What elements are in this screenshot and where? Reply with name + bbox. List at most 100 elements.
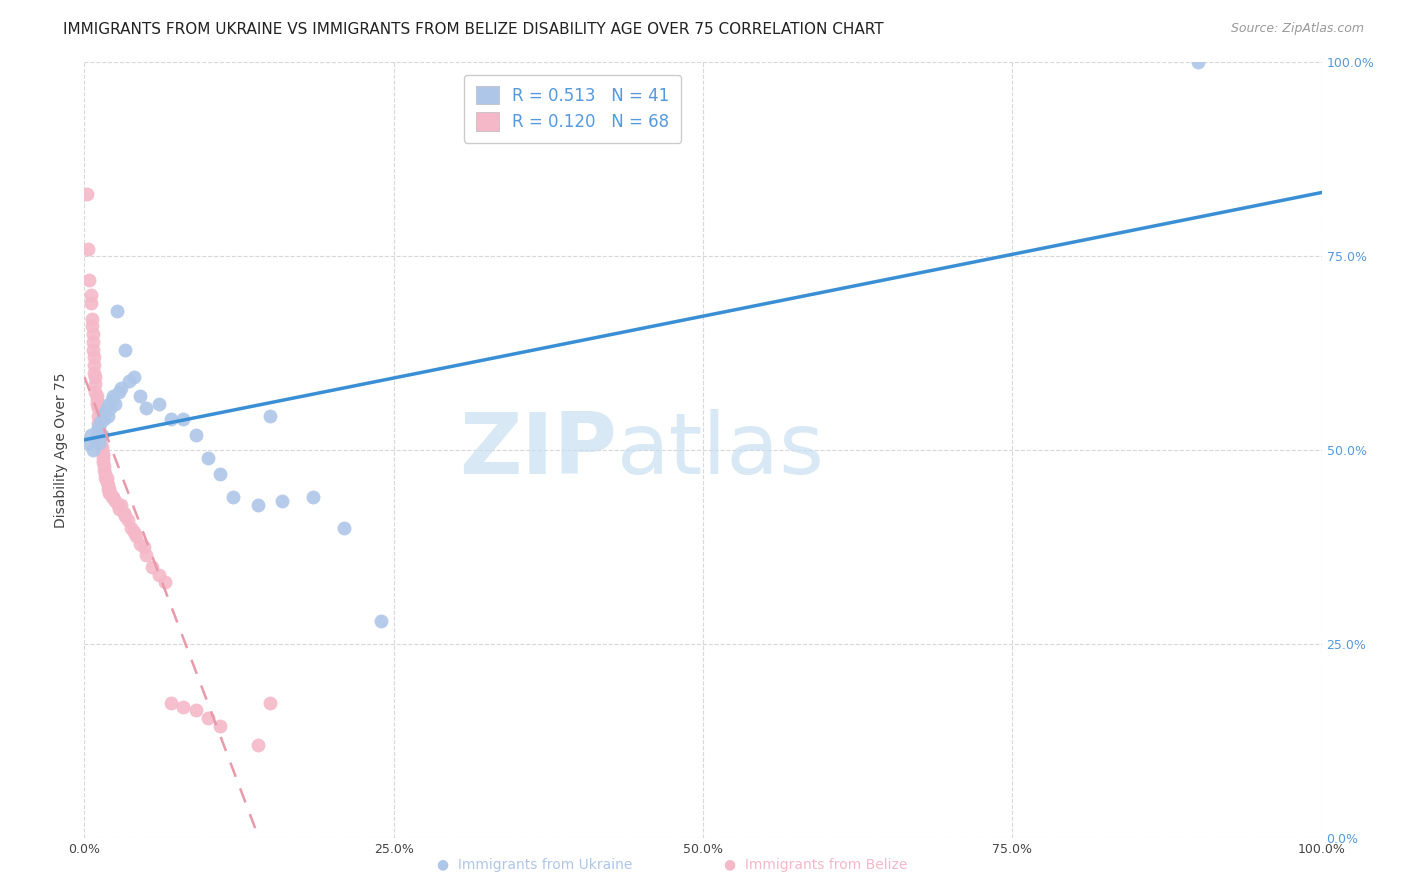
Point	[120, 521, 142, 535]
Point	[87, 420, 110, 434]
Point	[122, 524, 145, 539]
Point	[80, 311, 103, 326]
Point	[98, 397, 121, 411]
Point	[86, 389, 108, 403]
Point	[79, 428, 101, 442]
Point	[271, 494, 294, 508]
Point	[110, 498, 132, 512]
Point	[125, 529, 148, 543]
Point	[160, 412, 183, 426]
Point	[112, 506, 135, 520]
Point	[90, 428, 112, 442]
Point	[148, 567, 170, 582]
Point	[118, 374, 141, 388]
Point	[87, 417, 110, 431]
Point	[84, 369, 107, 384]
Point	[83, 366, 105, 380]
Point	[80, 319, 103, 334]
Point	[135, 548, 157, 562]
Point	[122, 369, 145, 384]
Point	[77, 435, 100, 450]
Point	[87, 401, 110, 415]
Point	[184, 428, 207, 442]
Point	[148, 397, 170, 411]
Point	[302, 490, 325, 504]
Point	[79, 296, 101, 310]
Point	[259, 696, 281, 710]
Point	[153, 575, 176, 590]
Point	[96, 475, 118, 489]
Text: IMMIGRANTS FROM UKRAINE VS IMMIGRANTS FROM BELIZE DISABILITY AGE OVER 75 CORRELA: IMMIGRANTS FROM UKRAINE VS IMMIGRANTS FR…	[63, 22, 884, 37]
Y-axis label: Disability Age Over 75: Disability Age Over 75	[55, 373, 69, 528]
Point	[97, 409, 120, 423]
Point	[108, 501, 131, 516]
Point	[101, 389, 124, 403]
Point	[84, 432, 107, 446]
Point	[86, 424, 108, 438]
Point	[114, 509, 136, 524]
Point	[82, 334, 104, 349]
Point	[141, 560, 163, 574]
Point	[89, 420, 111, 434]
Point	[84, 385, 107, 400]
Text: ZIP: ZIP	[458, 409, 616, 492]
Point	[93, 458, 115, 473]
Point	[91, 455, 114, 469]
Point	[96, 401, 118, 415]
Point	[89, 424, 111, 438]
Point	[96, 470, 118, 484]
Point	[83, 351, 105, 365]
Point	[1187, 55, 1209, 70]
Point	[105, 303, 128, 318]
Point	[246, 739, 269, 753]
Point	[184, 703, 207, 717]
Point	[90, 443, 112, 458]
Point	[82, 443, 104, 458]
Point	[129, 389, 152, 403]
Point	[84, 377, 107, 392]
Point	[98, 483, 121, 497]
Point	[94, 467, 117, 481]
Point	[89, 435, 111, 450]
Point	[197, 451, 219, 466]
Point	[100, 490, 122, 504]
Point	[172, 699, 194, 714]
Point	[82, 326, 104, 341]
Point	[94, 405, 117, 419]
Point	[160, 696, 183, 710]
Point	[129, 536, 152, 550]
Point	[87, 409, 110, 423]
Point	[86, 397, 108, 411]
Point	[97, 478, 120, 492]
Point	[90, 440, 112, 454]
Point	[104, 397, 127, 411]
Point	[89, 417, 111, 431]
Point	[135, 401, 157, 415]
Point	[97, 483, 120, 497]
Point	[132, 541, 155, 555]
Point	[89, 432, 111, 446]
Point	[94, 470, 117, 484]
Point	[117, 513, 139, 527]
Point	[76, 187, 98, 202]
Point	[93, 412, 115, 426]
Point	[370, 614, 392, 628]
Point	[98, 486, 121, 500]
Point	[91, 409, 114, 423]
Point	[222, 490, 245, 504]
Point	[93, 463, 115, 477]
Text: Source: ZipAtlas.com: Source: ZipAtlas.com	[1230, 22, 1364, 36]
Point	[107, 498, 129, 512]
Point	[101, 490, 124, 504]
Point	[89, 428, 111, 442]
Text: ●  Immigrants from Ukraine: ● Immigrants from Ukraine	[437, 858, 631, 872]
Point	[209, 719, 232, 733]
Point	[79, 288, 101, 302]
Point	[82, 343, 104, 357]
Point	[246, 498, 269, 512]
Point	[197, 711, 219, 725]
Text: atlas: atlas	[616, 409, 824, 492]
Point	[100, 392, 122, 407]
Point	[104, 494, 127, 508]
Point	[172, 412, 194, 426]
